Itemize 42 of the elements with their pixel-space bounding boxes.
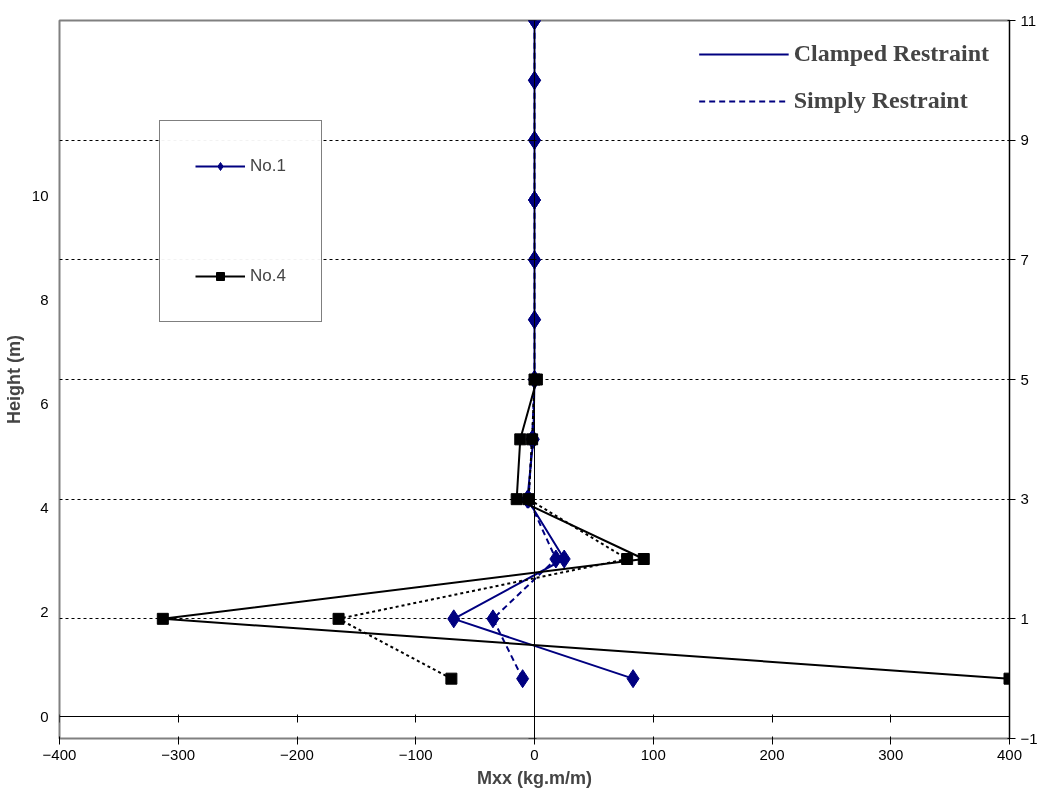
point	[510, 493, 523, 506]
x-tick-label: −400	[42, 745, 77, 763]
y2-tick-label: 7	[1020, 250, 1029, 268]
point	[621, 553, 634, 565]
y-tick-label: 8	[40, 291, 49, 309]
point	[516, 669, 530, 689]
x-tick-label: 200	[759, 745, 785, 763]
point	[637, 553, 650, 565]
y-axis-title: Height (m)	[3, 334, 24, 424]
annotation: Simply Restraint	[793, 87, 968, 114]
x-tick-label: 400	[996, 745, 1023, 763]
point	[549, 549, 563, 569]
point	[626, 669, 640, 689]
point	[522, 493, 535, 506]
x-tick-label: 100	[640, 745, 666, 763]
x-axis-title: Mxx (kg.m/m)	[476, 767, 593, 788]
y2-tick-label: 11	[1020, 11, 1037, 29]
point	[332, 612, 345, 625]
y-tick-label: 2	[40, 603, 49, 621]
y2-tick-label: 1	[1020, 609, 1029, 627]
x-tick-label: −300	[161, 745, 196, 763]
y-tick-label: 4	[40, 499, 49, 517]
point	[486, 609, 500, 629]
x-tick-label: −100	[398, 745, 433, 763]
point	[526, 433, 539, 446]
point	[447, 609, 461, 629]
point	[514, 433, 527, 446]
x-tick-label: 300	[878, 745, 904, 763]
y2-tick-label: 5	[1020, 370, 1029, 388]
legend-label: No.4	[250, 266, 286, 286]
annotation: Clamped Restraint	[793, 40, 989, 67]
x-tick-label: 0	[530, 745, 539, 763]
y2-tick-label: −1	[1020, 729, 1038, 747]
y-tick-label: 10	[31, 186, 49, 204]
y-tick-label: 0	[40, 707, 49, 725]
y2-tick-label: 3	[1020, 490, 1029, 508]
x-tick-label: −200	[280, 745, 314, 763]
legend-label: No.1	[250, 156, 286, 176]
y-tick-label: 6	[40, 395, 49, 413]
point	[156, 612, 169, 625]
point	[445, 672, 458, 685]
y2-tick-label: 9	[1020, 131, 1029, 149]
